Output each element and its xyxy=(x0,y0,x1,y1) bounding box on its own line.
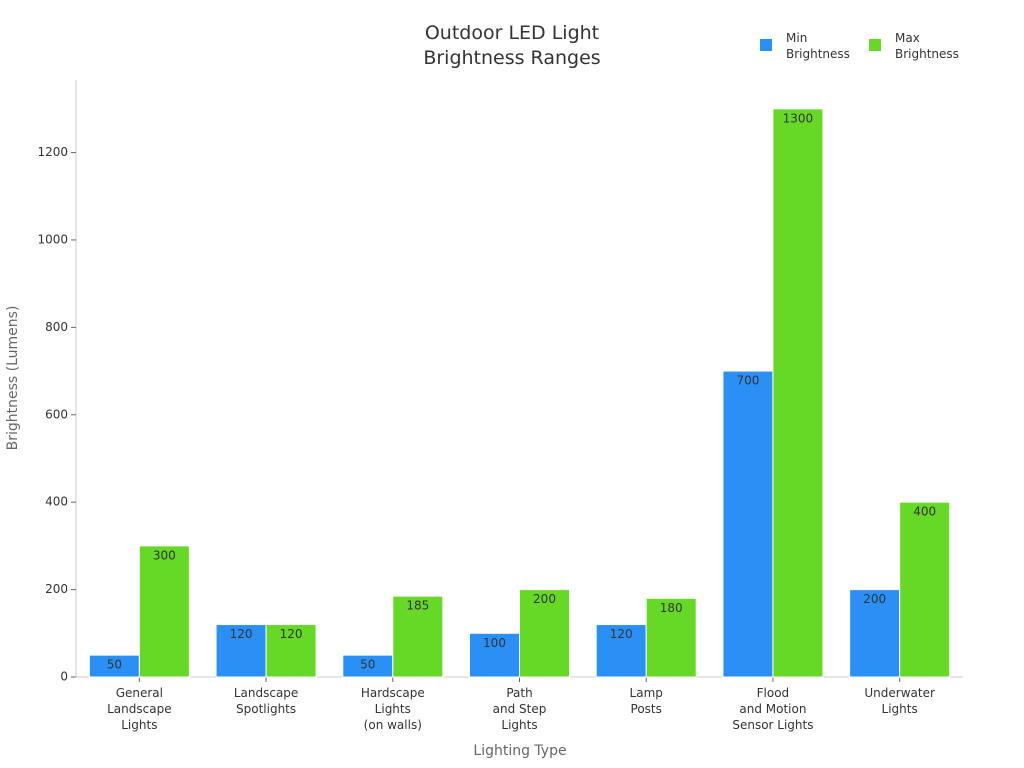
y-tick-label: 1200 xyxy=(37,145,68,159)
y-tick-label: 200 xyxy=(45,582,68,596)
value-label: 180 xyxy=(660,601,683,615)
bar xyxy=(138,545,190,678)
x-tick-label: Flood and Motion Sensor Lights xyxy=(732,686,813,732)
value-label: 50 xyxy=(360,658,375,672)
y-axis-label: Brightness (Lumens) xyxy=(5,306,21,451)
x-tick-label: Landscape Spotlights xyxy=(234,686,298,716)
bar xyxy=(392,595,444,678)
x-tick-label: Path and Step Lights xyxy=(493,686,547,732)
bar xyxy=(595,624,647,678)
y-tick-label: 400 xyxy=(45,495,68,509)
y-tick-label: 0 xyxy=(60,670,68,684)
bar xyxy=(849,589,901,678)
y-tick-label: 600 xyxy=(45,407,68,421)
y-tick-label: 800 xyxy=(45,320,68,334)
chart-title: Outdoor LED Light Brightness Ranges xyxy=(423,22,600,69)
legend-label: Min Brightness xyxy=(786,31,850,61)
x-axis-label: Lighting Type xyxy=(473,743,566,759)
legend-label: Max Brightness xyxy=(895,31,959,61)
x-tick-label: General Landscape Lights xyxy=(107,686,171,732)
bar xyxy=(265,624,317,678)
y-tick-label: 1000 xyxy=(37,232,68,246)
x-tick-label: Lamp Posts xyxy=(630,686,663,716)
bar xyxy=(772,108,824,678)
value-label: 300 xyxy=(153,548,176,562)
value-label: 120 xyxy=(230,627,253,641)
value-label: 200 xyxy=(533,592,556,606)
value-label: 120 xyxy=(280,627,303,641)
value-label: 185 xyxy=(406,599,429,613)
value-label: 100 xyxy=(483,636,506,650)
value-label: 50 xyxy=(107,658,122,672)
value-label: 400 xyxy=(913,505,936,519)
value-label: 200 xyxy=(863,592,886,606)
x-tick-label: Underwater Lights xyxy=(864,686,935,716)
value-label: 700 xyxy=(736,374,759,388)
bar xyxy=(899,501,951,678)
bar xyxy=(645,597,697,678)
legend-swatch xyxy=(760,39,772,51)
value-label: 1300 xyxy=(783,111,814,125)
bar xyxy=(722,370,774,678)
x-tick-label: Hardscape Lights (on walls) xyxy=(361,686,425,732)
bar xyxy=(519,589,570,678)
legend-swatch xyxy=(869,39,881,51)
bar xyxy=(469,632,520,678)
value-label: 120 xyxy=(610,627,633,641)
